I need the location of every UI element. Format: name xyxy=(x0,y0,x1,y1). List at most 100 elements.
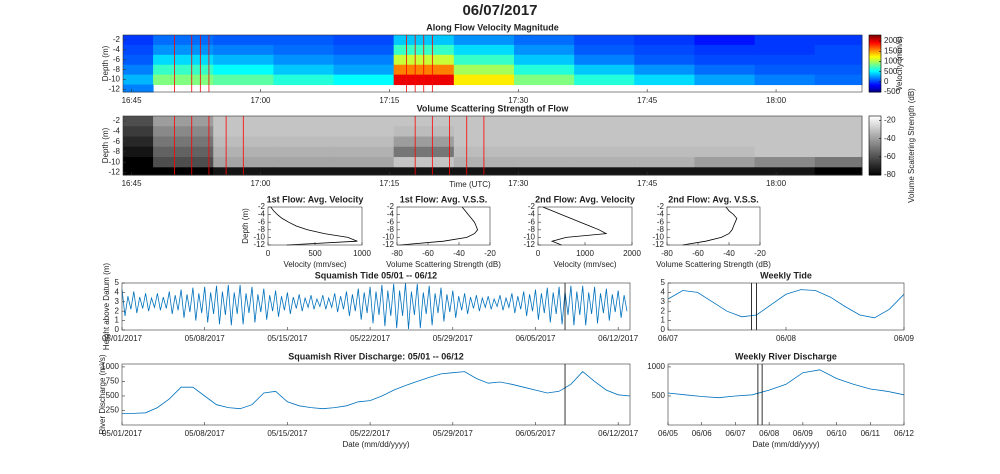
heatmap-cell xyxy=(754,126,816,138)
colorbar-segment xyxy=(869,156,881,158)
heatmap-cell xyxy=(333,126,395,138)
colorbar-segment xyxy=(869,46,881,49)
colorbar-segment xyxy=(869,72,881,75)
heatmap-cell xyxy=(513,126,575,138)
y-tick-label: 5 xyxy=(115,278,120,287)
y-tick-label: -4 xyxy=(387,210,395,219)
heatmap-cell xyxy=(694,136,756,148)
data-line xyxy=(667,369,905,399)
y-tick-label: -6 xyxy=(113,137,121,146)
plot-area xyxy=(668,283,904,330)
heatmap-cell xyxy=(273,157,335,168)
heatmap-cell xyxy=(273,146,335,158)
y-tick-label: 2 xyxy=(115,306,120,315)
colorbar-segment xyxy=(869,153,881,156)
heatmap-cell xyxy=(694,64,756,76)
y-axis-label: River Discharge (m³/s) xyxy=(98,354,107,434)
heatmap-cell xyxy=(213,74,274,86)
plot-area xyxy=(122,364,630,425)
profile-line xyxy=(270,206,358,246)
heatmap-cell xyxy=(273,167,335,176)
y-tick-label: 3 xyxy=(115,297,120,306)
colorbar-segment xyxy=(869,40,881,43)
colorbar-segment xyxy=(869,58,881,61)
heatmap-cell xyxy=(393,167,455,176)
heatmap-cell xyxy=(273,54,335,66)
y-tick-label: 0 xyxy=(661,325,666,334)
colorbar-segment xyxy=(869,170,881,172)
heatmap-cell xyxy=(574,74,635,86)
x-tick-label: 1000 xyxy=(353,249,371,258)
heatmap-cell xyxy=(574,167,635,176)
colorbar-segment xyxy=(869,77,881,79)
heatmap-cell xyxy=(333,74,395,86)
colorbar-segment xyxy=(869,172,881,175)
heatmap-cell xyxy=(814,126,863,138)
heatmap-cell xyxy=(123,35,154,46)
x-axis-label: Volume Scattering Strength (dB) xyxy=(656,260,771,269)
colorbar-frame xyxy=(868,115,882,176)
x-tick-label: -60 xyxy=(422,249,434,258)
data-line xyxy=(121,282,628,330)
colorbar-segment xyxy=(869,52,881,54)
x-tick-label: 06/12/2017 xyxy=(598,429,639,438)
colorbar-segment xyxy=(869,131,881,134)
colorbar-segment xyxy=(869,66,881,69)
colorbar-segment xyxy=(869,38,881,41)
heatmap-cell xyxy=(273,74,335,86)
heatmap-cell xyxy=(634,35,695,46)
heatmap-cell xyxy=(453,54,515,66)
heatmap-cell xyxy=(153,35,214,46)
colorbar-tick-label: 2000 xyxy=(884,36,902,45)
heatmap-cell xyxy=(153,157,214,168)
colorbar-segment xyxy=(869,152,881,155)
x-tick-label: 06/10 xyxy=(827,429,848,438)
axes-frame xyxy=(122,34,863,93)
y-tick-label: -8 xyxy=(657,225,665,234)
y-tick-label: 1000 xyxy=(101,362,119,371)
heatmap-cell xyxy=(273,126,335,138)
colorbar-segment xyxy=(869,53,881,55)
heatmap-cell xyxy=(634,157,695,168)
heatmap-cell xyxy=(754,157,816,168)
heatmap-cell xyxy=(123,116,154,127)
heatmap-cell xyxy=(273,35,335,46)
colorbar-segment xyxy=(869,139,881,142)
heatmap-cell xyxy=(694,116,756,127)
heatmap-cell xyxy=(694,126,756,138)
x-axis-label: Time (UTC) xyxy=(449,180,491,189)
axes-frame xyxy=(667,363,905,426)
y-tick-label: -8 xyxy=(258,225,266,234)
heatmap-cell xyxy=(123,64,154,76)
y-axis-label: Height above Datum (m) xyxy=(102,263,111,350)
colorbar-segment xyxy=(869,70,881,72)
chart-title: Weekly Tide xyxy=(760,270,812,280)
heatmap-cell xyxy=(123,126,154,138)
y-tick-label: -2 xyxy=(113,35,121,44)
y-tick-label: -2 xyxy=(113,116,121,125)
colorbar-segment xyxy=(869,68,881,70)
y-tick-label: -8 xyxy=(113,147,121,156)
heatmap-cell xyxy=(513,157,575,168)
heatmap-cell xyxy=(333,136,395,148)
heatmap-cell xyxy=(453,64,515,76)
heatmap-cell xyxy=(123,44,154,56)
colorbar-tick-label: -60 xyxy=(884,152,896,161)
heatmap-cell xyxy=(123,157,154,168)
x-tick-label: 18:00 xyxy=(766,179,787,188)
plot-area xyxy=(268,207,362,245)
heatmap-cell xyxy=(574,126,635,138)
heatmap-cell xyxy=(453,74,515,86)
colorbar-segment xyxy=(869,76,881,78)
heatmap-cell xyxy=(513,74,575,86)
y-axis-label: Depth (m) xyxy=(241,208,250,244)
x-tick-label: 17:15 xyxy=(379,179,400,188)
y-tick-label: -8 xyxy=(113,65,121,74)
colorbar-tick-label: -20 xyxy=(884,116,896,125)
x-tick-label: 05/22/2017 xyxy=(350,429,391,438)
axes-frame xyxy=(121,363,631,426)
heatmap-cell xyxy=(123,84,154,93)
plot-area xyxy=(397,207,490,245)
heatmap-cell xyxy=(634,44,695,56)
colorbar-tick-label: 500 xyxy=(884,67,898,76)
